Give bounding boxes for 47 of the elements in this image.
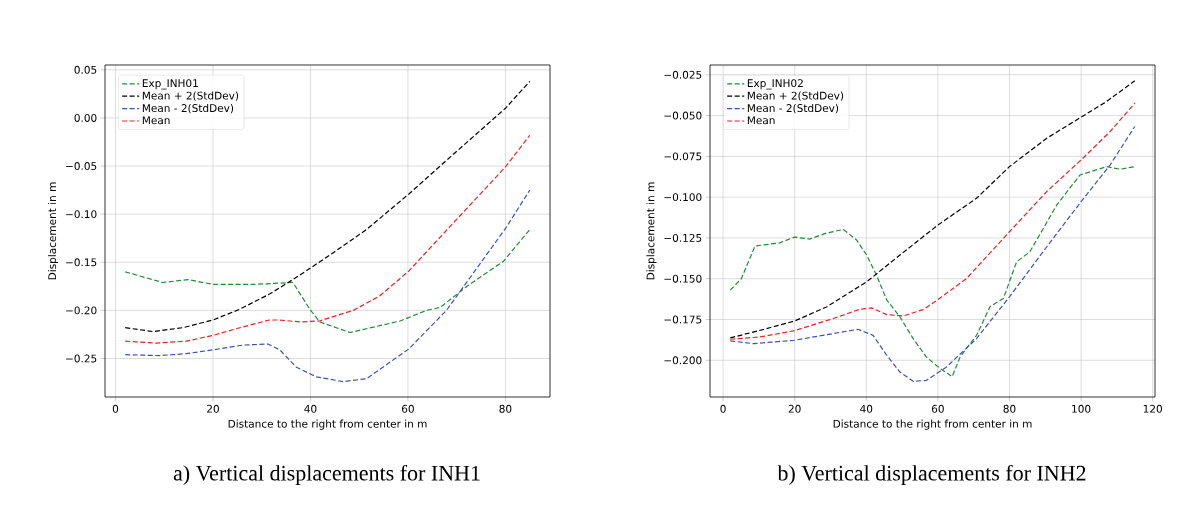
- y-tick-label: −0.25: [66, 354, 97, 363]
- y-axis-title: Displacement in m: [646, 182, 657, 280]
- x-tick-label: 0: [720, 404, 726, 413]
- y-tick-label: 0.00: [74, 113, 97, 122]
- x-tick-label: 80: [1003, 404, 1016, 413]
- x-axis-title: Distance to the right from center in m: [228, 419, 427, 430]
- legend-label: Mean - 2(StdDev): [747, 103, 839, 114]
- y-tick-label: −0.125: [664, 233, 702, 242]
- x-tick-label: 20: [788, 404, 801, 413]
- text: a) Vertical displacements for INH1: [173, 464, 480, 486]
- legend-label: Mean: [142, 116, 170, 125]
- y-tick-label: −0.075: [664, 152, 702, 161]
- x-tick-label: 60: [401, 404, 414, 413]
- y-tick-label: −0.05: [66, 162, 97, 170]
- x-tick-label: 40: [304, 404, 317, 413]
- y-tick-label: −0.200: [664, 356, 702, 365]
- legend-label: Mean + 2(StdDev): [747, 91, 844, 101]
- line-series: [729, 125, 1136, 382]
- legend-label: Mean + 2(StdDev): [142, 91, 239, 101]
- legend-label: Exp_INH01: [142, 79, 198, 90]
- y-axis-title: Displacement in m: [48, 182, 59, 280]
- x-tick-label: 100: [1072, 404, 1091, 413]
- x-axis-title: Distance to the right from center in m: [833, 419, 1032, 430]
- line-series: [124, 189, 531, 383]
- line-series: [124, 134, 531, 344]
- legend-label: Mean - 2(StdDev): [142, 103, 234, 114]
- text: b) Vertical displacements for INH2: [777, 464, 1086, 486]
- y-tick-label: −0.025: [664, 70, 702, 79]
- x-tick-label: 40: [860, 404, 873, 413]
- x-tick-label: 0: [112, 404, 119, 413]
- x-tick-label: 60: [931, 404, 944, 413]
- y-tick-label: −0.10: [66, 210, 97, 219]
- line-series: [124, 228, 531, 334]
- x-tick-label: 20: [207, 404, 219, 413]
- y-tick-label: −0.20: [66, 306, 97, 315]
- x-tick-label: 80: [499, 404, 512, 413]
- legend-label: Mean: [747, 116, 775, 125]
- x-tick-label: 120: [1143, 404, 1162, 413]
- y-tick-label: −0.150: [664, 274, 702, 283]
- y-tick-label: −0.100: [664, 193, 702, 202]
- y-tick-label: −0.175: [664, 315, 702, 324]
- line-series: [124, 80, 531, 333]
- y-tick-label: 0.05: [74, 65, 97, 74]
- y-tick-label: −0.050: [664, 111, 702, 120]
- y-tick-label: −0.15: [66, 258, 97, 267]
- line-series: [729, 166, 1136, 378]
- legend-label: Exp_INH02: [747, 79, 803, 90]
